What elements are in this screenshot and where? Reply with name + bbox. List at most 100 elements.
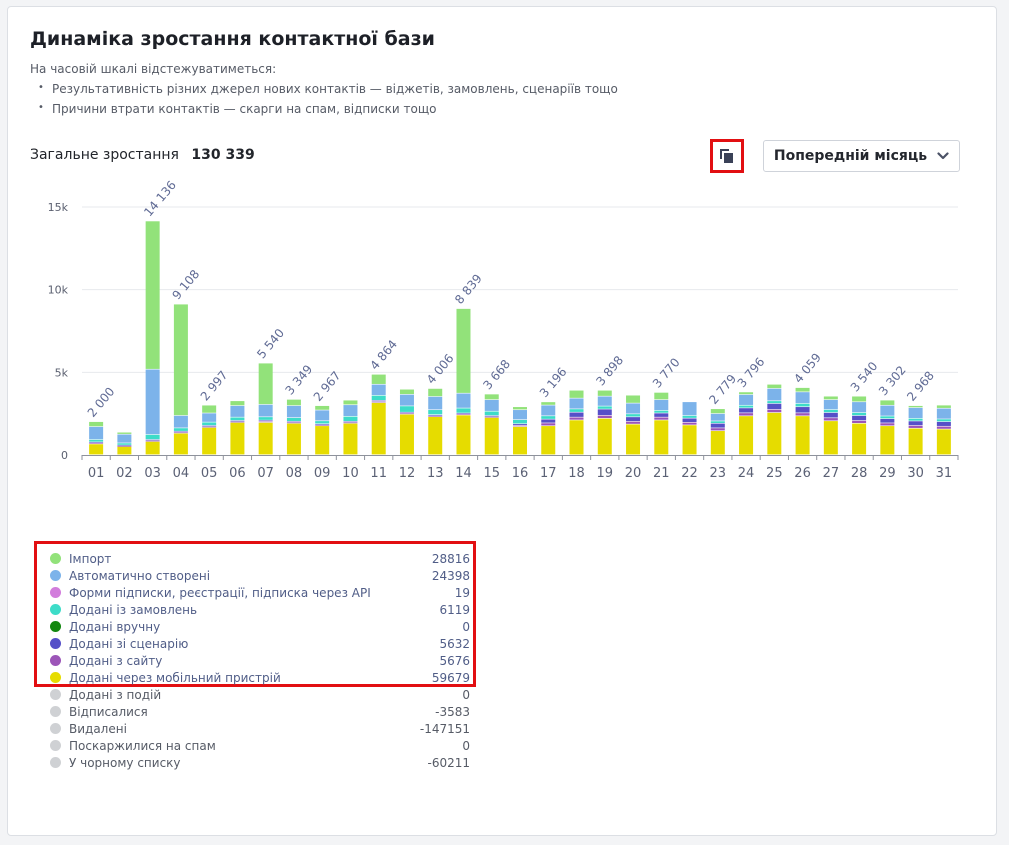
- legend-label: Поскаржилися на спам: [69, 738, 216, 753]
- bar-segment: [569, 390, 584, 398]
- bar-segment: [258, 363, 273, 405]
- bar-segment: [456, 413, 471, 414]
- bar-segment: [428, 410, 443, 415]
- bar-segment: [89, 442, 104, 443]
- bar-segment: [936, 421, 951, 426]
- bar-total-label: 3 196: [537, 365, 570, 400]
- bar-segment: [513, 410, 527, 420]
- description-bullet: Результативність різних джерел нових кон…: [38, 82, 618, 96]
- legend-item[interactable]: Додані з сайту 5676: [50, 652, 470, 669]
- legend-item[interactable]: Поскаржилися на спам 0: [50, 737, 470, 754]
- legend-item[interactable]: Додані через мобільний пристрій 59679: [50, 669, 470, 686]
- bar-segment: [908, 428, 923, 455]
- legend-label: Додані з сайту: [69, 653, 163, 668]
- legend-value: 59679: [431, 670, 470, 685]
- bar-segment: [654, 410, 669, 413]
- bar-segment: [852, 412, 867, 416]
- legend-marker-icon: [50, 723, 61, 734]
- bar-segment: [315, 425, 330, 426]
- legend-item[interactable]: Видалені -147151: [50, 720, 470, 737]
- legend-item[interactable]: Імпорт 28816: [50, 550, 470, 567]
- bar-segment: [852, 420, 867, 423]
- legend-marker-icon: [50, 672, 61, 683]
- legend-item[interactable]: Форми підписки, реєстрації, підписка чер…: [50, 584, 470, 601]
- legend-label: Форми підписки, реєстрації, підписка чер…: [69, 585, 371, 600]
- legend-item[interactable]: Додані з подій 0: [50, 686, 470, 703]
- bar-segment: [739, 408, 754, 413]
- x-tick-label: 20: [625, 466, 642, 481]
- bar-segment: [936, 429, 951, 455]
- bar-segment: [880, 418, 895, 423]
- bar-segment: [202, 425, 217, 427]
- bar-segment: [908, 418, 923, 421]
- bar-segment: [654, 420, 669, 455]
- bar-segment: [626, 417, 641, 422]
- x-tick-label: 05: [201, 466, 218, 481]
- bar-segment: [399, 412, 414, 414]
- x-tick-label: 28: [851, 466, 868, 481]
- bar-segment: [202, 405, 217, 413]
- legend-item[interactable]: Додані зі сценарію 5632: [50, 635, 470, 652]
- bar-segment: [880, 405, 895, 416]
- x-tick-label: 29: [879, 466, 896, 481]
- total-growth-value: 130 339: [191, 147, 255, 163]
- copy-button[interactable]: [710, 139, 744, 173]
- bar-segment: [908, 421, 923, 426]
- bar-segment: [117, 443, 132, 445]
- bar-segment: [145, 439, 160, 441]
- period-select-label: Попередній місяць: [773, 148, 928, 164]
- legend-label: Видалені: [69, 721, 127, 736]
- x-tick-label: 18: [568, 466, 585, 481]
- bar-segment: [795, 403, 810, 407]
- bar-segment: [823, 421, 838, 455]
- bar-segment: [258, 422, 273, 455]
- bar-segment: [230, 421, 245, 423]
- legend-label: Додані із замовлень: [69, 602, 198, 617]
- description-bullet: Причини втрати контактів — скарги на спа…: [38, 102, 618, 116]
- bar-segment: [89, 421, 104, 427]
- bar-total-label: 4 006: [424, 351, 457, 386]
- legend-item[interactable]: Додані із замовлень 6119: [50, 601, 470, 618]
- bar-segment: [513, 424, 527, 425]
- legend-item[interactable]: У чорному списку -60211: [50, 754, 470, 771]
- x-tick-label: 13: [427, 466, 444, 481]
- bar-segment: [541, 405, 556, 416]
- bar-segment: [230, 405, 245, 417]
- bar-segment: [315, 421, 330, 424]
- legend-label: Додані з подій: [69, 687, 162, 702]
- x-tick-label: 04: [173, 466, 190, 481]
- bar-segment: [371, 401, 386, 403]
- bar-segment: [767, 409, 782, 413]
- period-select[interactable]: Попередній місяць: [763, 140, 960, 172]
- bar-segment: [823, 409, 838, 413]
- legend-item[interactable]: Відписалися -3583: [50, 703, 470, 720]
- description: На часовій шкалі відстежуватиметься: Рез…: [30, 62, 618, 122]
- bar-segment: [456, 415, 471, 455]
- bar-segment: [597, 406, 612, 409]
- bar-segment: [795, 407, 810, 413]
- bar-total-label: 2 968: [904, 369, 937, 404]
- bar-segment: [654, 413, 669, 417]
- bar-segment: [399, 389, 414, 395]
- bar-segment: [823, 412, 838, 418]
- legend-value: 6119: [439, 602, 470, 617]
- bar-segment: [315, 424, 330, 425]
- legend-value: 0: [462, 619, 470, 634]
- bar-segment: [145, 440, 160, 442]
- bar-segment: [626, 414, 641, 417]
- bar-segment: [767, 403, 782, 410]
- bar-segment: [654, 392, 669, 400]
- legend-item[interactable]: Додані вручну 0: [50, 618, 470, 635]
- legend-item[interactable]: Автоматично створені 24398: [50, 567, 470, 584]
- bar-segment: [936, 426, 951, 429]
- bar-segment: [484, 416, 499, 418]
- bar-segment: [343, 416, 358, 422]
- bar-segment: [315, 405, 330, 410]
- bar-segment: [173, 415, 188, 428]
- legend-marker-icon: [50, 655, 61, 666]
- bar-segment: [230, 422, 245, 455]
- bar-segment: [767, 384, 782, 389]
- bar-segment: [739, 394, 754, 405]
- bar-segment: [541, 416, 556, 419]
- bar-total-label: 4 864: [367, 337, 400, 372]
